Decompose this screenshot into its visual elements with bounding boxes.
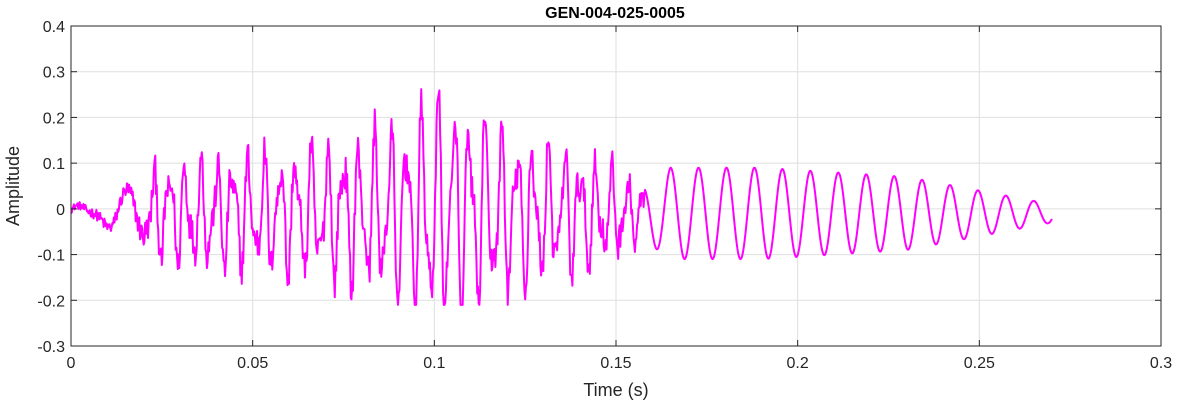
- ticks: [70, 25, 1162, 347]
- y-tick-label: 0.2: [43, 110, 65, 127]
- y-tick-label: -0.3: [37, 339, 65, 356]
- series-line: [70, 88, 1053, 306]
- chart-title: GEN-004-025-0005: [545, 5, 685, 22]
- y-tick-labels: -0.3 -0.2 -0.1 0 0.1 0.2 0.3 0.4: [37, 19, 65, 356]
- y-tick-label: 0.4: [43, 19, 65, 36]
- x-tick-label: 0.25: [964, 355, 995, 372]
- plot-area: [70, 25, 1162, 347]
- y-tick-label: 0.1: [43, 156, 65, 173]
- series-layer: [70, 88, 1053, 306]
- x-tick-label: 0.15: [600, 355, 631, 372]
- x-tick-labels: 0 0.05 0.1 0.15 0.2 0.25 0.3: [67, 355, 1173, 372]
- y-axis-label: Amplitude: [3, 146, 23, 226]
- x-tick-label: 0.1: [423, 355, 445, 372]
- y-tick-label: 0.3: [43, 65, 65, 82]
- x-tick-label: 0.3: [1150, 355, 1172, 372]
- x-tick-label: 0.05: [237, 355, 268, 372]
- x-tick-label: 0.2: [787, 355, 809, 372]
- x-tick-label: 0: [67, 355, 76, 372]
- x-axis-label: Time (s): [583, 380, 648, 400]
- y-tick-label: -0.1: [37, 248, 65, 265]
- y-tick-label: -0.2: [37, 293, 65, 310]
- y-tick-label: 0: [56, 202, 65, 219]
